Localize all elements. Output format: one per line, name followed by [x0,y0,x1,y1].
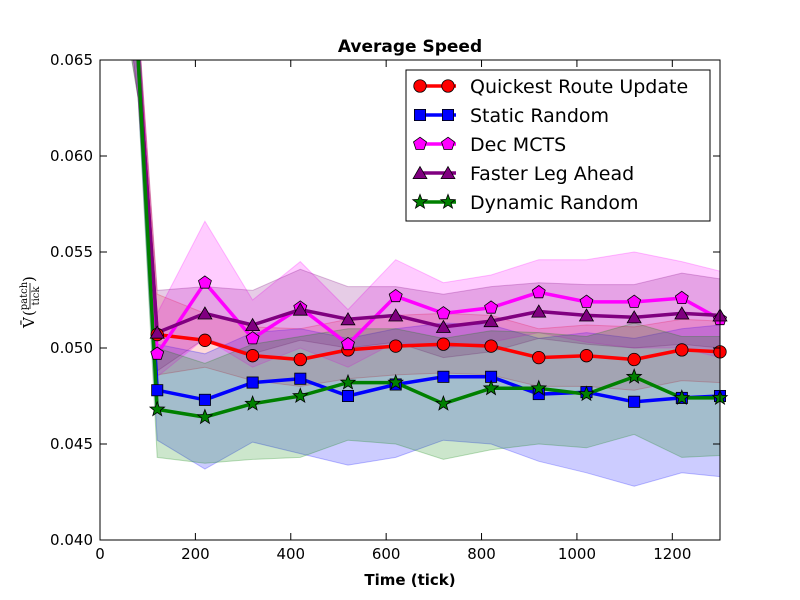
point-dec-mcts [436,306,451,320]
legend: Quickest Route Update Static Random Dec MC… [405,69,711,222]
point-faster-leg-ahead [245,317,261,332]
point-dynamic-random [196,408,214,425]
legend-box [405,69,711,222]
point-dynamic-random [530,379,548,396]
band-dynamic-random [131,60,720,464]
legend-marker-dec-mcts [413,136,427,150]
point-faster-leg-ahead [626,310,642,324]
point-dynamic-random [673,389,691,406]
y-tick-label: 0.040 [50,531,93,549]
point-dec-mcts [198,275,212,289]
x-tick-label: 400 [276,545,305,563]
point-static-random [246,376,259,389]
legend-label-quickest-route-update: Quickest Route Update [470,76,688,98]
point-faster-leg-ahead [435,319,451,333]
legend-marker-dynamic-random [439,193,457,210]
y-tick-label: 0.055 [50,243,93,261]
point-dec-mcts [579,294,594,308]
point-quickest-route-update [675,343,689,357]
point-faster-leg-ahead [578,308,595,322]
point-dec-mcts [531,285,546,299]
legend-marker-quickest-route-update [413,79,427,93]
point-dec-mcts [627,294,642,308]
y-tick-label: 0.065 [50,51,93,69]
x-tick-label: 200 [181,545,210,563]
point-faster-leg-ahead [674,306,690,320]
point-quickest-route-update [389,339,403,353]
point-faster-leg-ahead [483,313,499,328]
point-quickest-route-update [293,352,307,367]
plot-frame [99,59,721,541]
point-quickest-route-update [579,349,594,363]
point-dynamic-random [339,373,357,390]
point-dynamic-random [435,394,452,411]
legend-marker-static-random [413,109,426,122]
series-markers [148,275,729,425]
x-tick-label: 600 [372,545,401,563]
chart-title: Average Speed [338,37,482,57]
point-static-random [437,370,450,383]
legend-marker-faster-leg-ahead [440,165,456,180]
point-quickest-route-update [436,337,451,351]
point-dynamic-random [244,394,261,411]
y-tick-label: 0.045 [50,435,93,453]
point-dec-mcts [150,346,165,360]
point-static-random [628,395,641,408]
point-static-random [151,384,164,397]
x-tick-label: 1200 [653,545,691,563]
point-faster-leg-ahead [531,304,547,318]
point-quickest-route-update [484,339,498,353]
point-quickest-route-update [532,350,546,365]
point-static-random [198,393,211,406]
legend-label-faster-leg-ahead: Faster Leg Ahead [470,163,634,185]
point-faster-leg-ahead [197,306,213,320]
point-dynamic-random [292,387,309,404]
x-axis-ticks: 0 200 400 600 800 1000 1200 [95,60,691,563]
x-axis-label: Time (tick) [364,571,455,589]
point-dec-mcts [674,290,689,305]
legend-marker-dec-mcts [441,136,455,150]
point-dynamic-random [387,373,405,390]
point-dynamic-random [148,400,166,417]
y-tick-label: 0.060 [50,147,93,165]
legend-marker-faster-leg-ahead [412,165,428,180]
point-static-random [294,372,307,385]
x-tick-label: 0 [95,545,105,563]
y-axis-label-symbol: V̄ [20,316,38,329]
x-tick-label: 800 [467,545,496,563]
point-dec-mcts [341,336,355,351]
legend-label-dynamic-random: Dynamic Random [470,192,639,214]
point-dec-mcts [245,331,260,345]
legend-marker-static-random [441,109,454,122]
point-dec-mcts [388,288,403,303]
y-axis-label: V̄ ( patch tick ) [19,276,42,329]
point-faster-leg-ahead [292,302,308,316]
legend-marker-quickest-route-update [441,79,455,93]
point-dynamic-random [482,379,500,396]
y-axis-label-close-paren: ) [20,276,38,282]
y-axis-label-denominator: tick [31,286,42,306]
point-faster-leg-ahead [149,325,165,339]
point-static-random [341,389,354,402]
point-quickest-route-update [245,349,260,363]
legend-marker-dynamic-random [411,193,429,210]
point-faster-leg-ahead [340,311,356,326]
legend-label-static-random: Static Random [470,105,609,127]
y-axis-label-open-paren: ( [20,310,38,316]
point-quickest-route-update [198,333,212,347]
legend-label-dec-mcts: Dec MCTS [470,134,566,156]
point-dynamic-random [625,368,643,384]
point-quickest-route-update [627,352,641,367]
point-faster-leg-ahead [388,308,404,322]
y-tick-label: 0.050 [50,339,93,357]
point-dynamic-random [578,385,595,402]
point-dec-mcts [484,300,498,314]
y-axis-ticks: 0.040 0.045 0.050 0.055 0.060 0.065 [50,51,720,549]
x-tick-label: 1000 [558,545,596,563]
y-axis-label-numerator: patch [19,281,30,310]
